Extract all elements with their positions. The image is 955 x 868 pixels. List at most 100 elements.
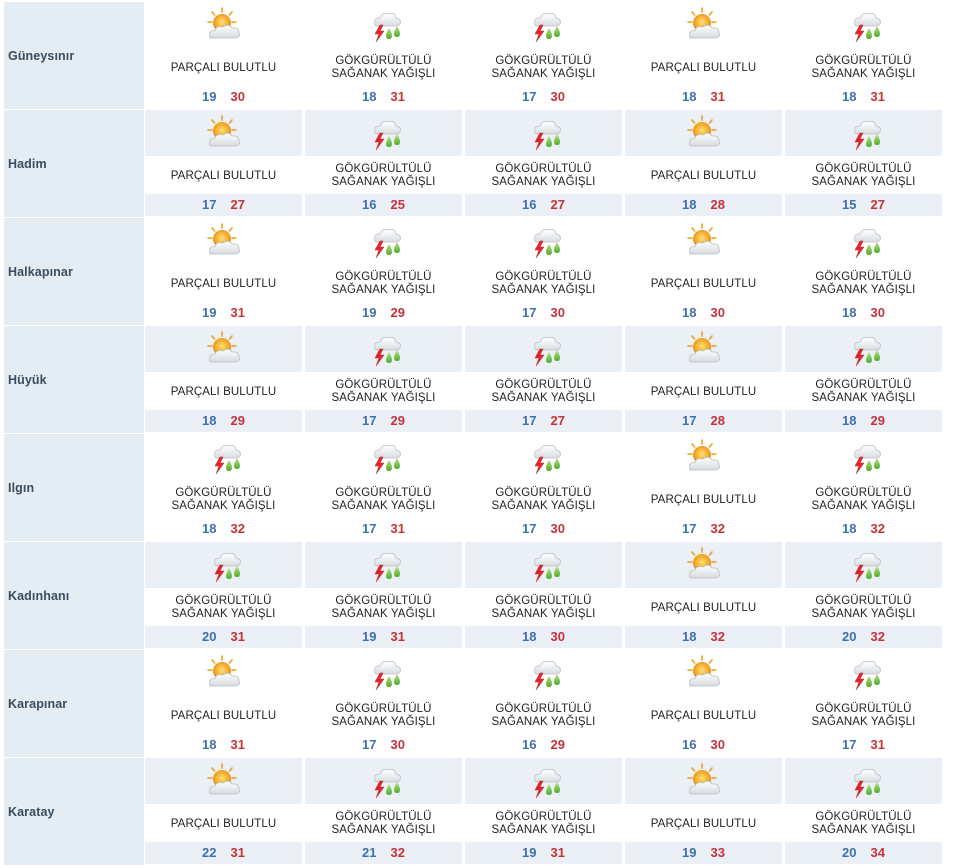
- city-name[interactable]: Karapınar: [8, 697, 68, 711]
- condition-line-2: SAĞANAK YAĞIŞLI: [331, 68, 436, 80]
- temp-max: 30: [390, 737, 405, 752]
- partly-cloudy-icon: [204, 222, 244, 260]
- temperature-range: 21 32: [305, 845, 462, 861]
- forecast-cell: GÖKGÜRÜLTÜLÜ SAĞANAK YAĞIŞLI 17 27: [465, 326, 622, 434]
- partly-cloudy-icon: [684, 6, 724, 44]
- thunderstorm-rain-icon: [524, 546, 564, 584]
- temp-min: 18: [682, 305, 697, 320]
- condition-text: GÖKGÜRÜLTÜLÜ SAĞANAK YAĞIŞLI: [305, 487, 462, 513]
- condition-line-1: GÖKGÜRÜLTÜLÜ: [335, 55, 432, 67]
- temperature-range: 18 32: [785, 521, 942, 537]
- temp-min: 19: [202, 89, 217, 104]
- temp-band: [785, 194, 942, 216]
- temp-band: [305, 194, 462, 216]
- temp-max: 27: [550, 413, 565, 428]
- thunderstorm-rain-icon: [524, 222, 564, 260]
- city-name[interactable]: Ilgın: [8, 481, 35, 495]
- thunderstorm-rain-icon: [524, 114, 564, 152]
- condition-text: PARÇALI BULUTLU: [650, 494, 757, 506]
- temp-max: 30: [230, 89, 245, 104]
- temp-min: 22: [202, 845, 217, 860]
- condition-text: PARÇALI BULUTLU: [650, 818, 757, 830]
- temperature-range: 22 31: [145, 845, 302, 861]
- condition-line-1: GÖKGÜRÜLTÜLÜ: [815, 163, 912, 175]
- forecast-cell: GÖKGÜRÜLTÜLÜ SAĞANAK YAĞIŞLI 20 31: [145, 542, 302, 650]
- temp-min: 19: [522, 845, 537, 860]
- condition-text: PARÇALI BULUTLU: [650, 62, 757, 74]
- condition-text: GÖKGÜRÜLTÜLÜ SAĞANAK YAĞIŞLI: [145, 595, 302, 621]
- temperature-range: 19 31: [305, 629, 462, 645]
- temp-band: [785, 626, 942, 648]
- partly-cloudy-icon: [684, 222, 724, 260]
- temperature-range: 18 32: [625, 629, 782, 645]
- condition-line-1: GÖKGÜRÜLTÜLÜ: [815, 487, 912, 499]
- temperature-range: 18 31: [625, 89, 782, 105]
- condition-line-2: SAĞANAK YAĞIŞLI: [811, 500, 916, 512]
- forecast-cell: GÖKGÜRÜLTÜLÜ SAĞANAK YAĞIŞLI 18 31: [785, 2, 942, 110]
- temp-max: 30: [870, 305, 885, 320]
- condition-line-2: SAĞANAK YAĞIŞLI: [331, 716, 436, 728]
- city-name[interactable]: Güneysınır: [8, 49, 75, 63]
- temp-min: 18: [842, 413, 857, 428]
- forecast-cell: GÖKGÜRÜLTÜLÜ SAĞANAK YAĞIŞLI 20 32: [785, 542, 942, 650]
- temp-min: 16: [522, 197, 537, 212]
- forecast-cell: GÖKGÜRÜLTÜLÜ SAĞANAK YAĞIŞLI 17 30: [465, 2, 622, 110]
- condition-text: GÖKGÜRÜLTÜLÜ SAĞANAK YAĞIŞLI: [785, 163, 942, 189]
- forecast-cell: GÖKGÜRÜLTÜLÜ SAĞANAK YAĞIŞLI 18 32: [785, 434, 942, 542]
- temp-min: 17: [202, 197, 217, 212]
- condition-text: GÖKGÜRÜLTÜLÜ SAĞANAK YAĞIŞLI: [465, 703, 622, 729]
- temp-max: 31: [390, 629, 405, 644]
- condition-line-1: GÖKGÜRÜLTÜLÜ: [815, 703, 912, 715]
- condition-text: GÖKGÜRÜLTÜLÜ SAĞANAK YAĞIŞLI: [305, 703, 462, 729]
- thunderstorm-rain-icon: [844, 222, 884, 260]
- condition-line-1: GÖKGÜRÜLTÜLÜ: [495, 271, 592, 283]
- temp-min: 19: [362, 629, 377, 644]
- condition-text: GÖKGÜRÜLTÜLÜ SAĞANAK YAĞIŞLI: [305, 55, 462, 81]
- condition-line-1: GÖKGÜRÜLTÜLÜ: [335, 163, 432, 175]
- temp-min: 18: [682, 629, 697, 644]
- condition-line-1: GÖKGÜRÜLTÜLÜ: [335, 487, 432, 499]
- condition-line-2: SAĞANAK YAĞIŞLI: [491, 608, 596, 620]
- forecast-cell: PARÇALI BULUTLU 17 28: [625, 326, 782, 434]
- forecast-cell: GÖKGÜRÜLTÜLÜ SAĞANAK YAĞIŞLI 19 29: [305, 218, 462, 326]
- thunderstorm-rain-icon: [364, 114, 404, 152]
- thunderstorm-rain-icon: [364, 438, 404, 476]
- forecast-cell: GÖKGÜRÜLTÜLÜ SAĞANAK YAĞIŞLI 17 31: [785, 650, 942, 758]
- condition-line-1: GÖKGÜRÜLTÜLÜ: [335, 379, 432, 391]
- temp-band: [145, 626, 302, 648]
- temperature-range: 17 30: [465, 521, 622, 537]
- condition-line-2: SAĞANAK YAĞIŞLI: [331, 500, 436, 512]
- forecast-cell: GÖKGÜRÜLTÜLÜ SAĞANAK YAĞIŞLI 21 32: [305, 758, 462, 866]
- condition-text: GÖKGÜRÜLTÜLÜ SAĞANAK YAĞIŞLI: [305, 271, 462, 297]
- temperature-range: 17 31: [305, 521, 462, 537]
- condition-text: PARÇALI BULUTLU: [170, 386, 277, 398]
- thunderstorm-rain-icon: [844, 6, 884, 44]
- city-cell: Karatay: [4, 758, 144, 866]
- temperature-range: 18 31: [145, 737, 302, 753]
- temperature-range: 16 25: [305, 197, 462, 213]
- thunderstorm-rain-icon: [844, 546, 884, 584]
- city-cell: Güneysınır: [4, 2, 144, 110]
- city-row: Halkapınar PARÇALI BULUTLU 19 31 GÖKGÜRÜLTÜL…: [0, 218, 955, 326]
- thunderstorm-rain-icon: [524, 654, 564, 692]
- forecast-cell: PARÇALI BULUTLU 18 29: [145, 326, 302, 434]
- city-name[interactable]: Hüyük: [8, 373, 47, 387]
- temp-max: 32: [870, 521, 885, 536]
- temperature-range: 18 28: [625, 197, 782, 213]
- city-name[interactable]: Hadim: [8, 157, 47, 171]
- condition-line-1: GÖKGÜRÜLTÜLÜ: [495, 811, 592, 823]
- city-row: Güneysınır PARÇALI BULUTLU 19 30 GÖKGÜRÜLTÜL…: [0, 2, 955, 110]
- temperature-range: 20 34: [785, 845, 942, 861]
- city-name[interactable]: Halkapınar: [8, 265, 73, 279]
- forecast-cell: GÖKGÜRÜLTÜLÜ SAĞANAK YAĞIŞLI 19 31: [305, 542, 462, 650]
- forecast-cell: GÖKGÜRÜLTÜLÜ SAĞANAK YAĞIŞLI 18 30: [465, 542, 622, 650]
- condition-text: GÖKGÜRÜLTÜLÜ SAĞANAK YAĞIŞLI: [465, 379, 622, 405]
- condition-text: GÖKGÜRÜLTÜLÜ SAĞANAK YAĞIŞLI: [785, 703, 942, 729]
- forecast-cell: GÖKGÜRÜLTÜLÜ SAĞANAK YAĞIŞLI 18 29: [785, 326, 942, 434]
- condition-text: GÖKGÜRÜLTÜLÜ SAĞANAK YAĞIŞLI: [305, 595, 462, 621]
- temp-min: 16: [362, 197, 377, 212]
- temp-max: 31: [710, 89, 725, 104]
- city-name[interactable]: Kadınhanı: [8, 589, 70, 603]
- city-name[interactable]: Karatay: [8, 805, 55, 819]
- thunderstorm-rain-icon: [364, 654, 404, 692]
